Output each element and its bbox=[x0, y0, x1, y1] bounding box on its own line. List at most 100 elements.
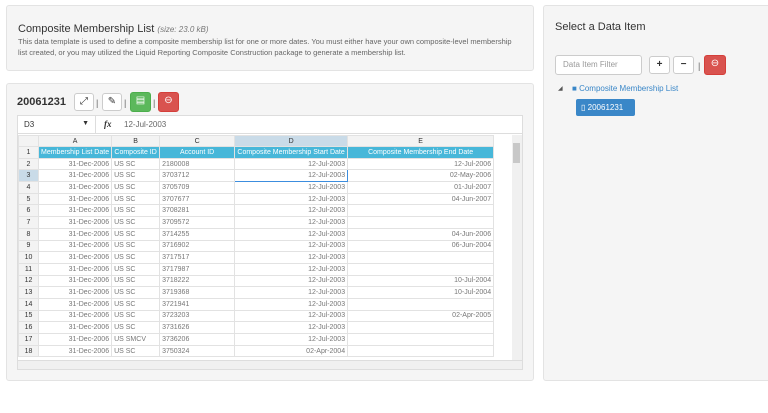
header-cell[interactable]: Composite Membership End Date bbox=[347, 146, 495, 159]
cell[interactable]: US SC bbox=[111, 169, 161, 183]
row-number[interactable]: 7 bbox=[18, 216, 39, 229]
cell[interactable]: 12-Jul-2003 bbox=[234, 333, 349, 346]
row-number[interactable]: 8 bbox=[18, 227, 39, 241]
cell[interactable]: 3721941 bbox=[159, 297, 236, 311]
cell[interactable]: 12-Jul-2003 bbox=[234, 157, 349, 171]
row-number[interactable]: 10 bbox=[18, 251, 39, 264]
column-header[interactable]: A bbox=[37, 135, 113, 147]
cell[interactable]: US SC bbox=[111, 157, 161, 171]
tree-collapse-icon[interactable]: ◢ bbox=[558, 86, 563, 92]
edit-button[interactable]: ✎ bbox=[102, 93, 122, 111]
cell[interactable]: 12-Jul-2003 bbox=[234, 239, 349, 253]
delete-button[interactable]: ⊖ bbox=[158, 92, 179, 112]
row-number[interactable]: 15 bbox=[18, 309, 39, 323]
cell[interactable]: 10-Jul-2004 bbox=[347, 274, 495, 288]
row-number[interactable]: 9 bbox=[18, 239, 39, 253]
row-number[interactable]: 16 bbox=[18, 321, 39, 334]
cell[interactable]: 3750324 bbox=[159, 344, 236, 358]
cell[interactable] bbox=[347, 251, 495, 264]
cell[interactable]: US SC bbox=[111, 216, 161, 229]
row-number[interactable]: 14 bbox=[18, 297, 39, 311]
cell[interactable] bbox=[347, 344, 495, 358]
cell[interactable]: US SC bbox=[111, 344, 161, 358]
cell[interactable]: 31-Dec-2006 bbox=[37, 157, 113, 171]
cell[interactable]: 3717517 bbox=[159, 251, 236, 264]
row-number[interactable]: 3 bbox=[18, 169, 39, 183]
cell[interactable]: 01-Jul-2007 bbox=[347, 181, 495, 194]
cell[interactable]: US SC bbox=[111, 251, 161, 264]
collapse-all-button[interactable]: − bbox=[673, 56, 694, 74]
cell[interactable]: 06-Jun-2004 bbox=[347, 239, 495, 253]
cell[interactable]: 31-Dec-2006 bbox=[37, 216, 113, 229]
cell[interactable]: US SC bbox=[111, 204, 161, 218]
formula-input[interactable]: 12-Jul-2003 bbox=[124, 120, 167, 129]
column-header[interactable]: D bbox=[234, 135, 349, 147]
row-number[interactable]: 18 bbox=[18, 344, 39, 358]
cell[interactable]: 31-Dec-2006 bbox=[37, 297, 113, 311]
cell[interactable]: 12-Jul-2003 bbox=[234, 204, 349, 218]
cell[interactable]: US SC bbox=[111, 227, 161, 241]
cell[interactable]: 04-Jun-2007 bbox=[347, 192, 495, 206]
row-number[interactable]: 17 bbox=[18, 333, 39, 346]
cell[interactable]: 12-Jul-2003 bbox=[234, 262, 349, 276]
cell[interactable]: 31-Dec-2006 bbox=[37, 227, 113, 241]
row-number[interactable]: 4 bbox=[18, 181, 39, 194]
cell[interactable]: US SC bbox=[111, 181, 161, 194]
cell[interactable]: 31-Dec-2006 bbox=[37, 169, 113, 183]
delete-item-button[interactable]: ⊖ bbox=[704, 55, 726, 75]
cell[interactable]: US SC bbox=[111, 286, 161, 299]
cell[interactable] bbox=[347, 321, 495, 334]
header-cell[interactable]: Membership List Date bbox=[37, 146, 113, 159]
cell[interactable]: US SC bbox=[111, 239, 161, 253]
row-number[interactable]: 2 bbox=[18, 157, 39, 171]
export-excel-button[interactable]: ▤ bbox=[130, 92, 151, 112]
header-cell[interactable]: Composite Membership Start Date bbox=[234, 146, 349, 159]
expand-all-button[interactable]: + bbox=[649, 56, 670, 74]
row-number[interactable]: 13 bbox=[18, 286, 39, 299]
row-number[interactable]: 11 bbox=[18, 262, 39, 276]
cell[interactable]: 3714255 bbox=[159, 227, 236, 241]
cell[interactable] bbox=[347, 262, 495, 276]
column-header[interactable]: E bbox=[347, 135, 495, 147]
header-cell[interactable]: Composite ID bbox=[111, 146, 161, 159]
cell[interactable]: 12-Jul-2003 bbox=[234, 274, 349, 288]
chevron-down-icon[interactable]: ▼ bbox=[82, 120, 89, 127]
cell[interactable]: US SMCV bbox=[111, 333, 161, 346]
cell[interactable]: 2180008 bbox=[159, 157, 236, 171]
cell[interactable]: 3703712 bbox=[159, 169, 236, 183]
cell[interactable]: 31-Dec-2006 bbox=[37, 333, 113, 346]
cell[interactable]: 12-Jul-2003 bbox=[234, 216, 349, 229]
cell[interactable] bbox=[347, 216, 495, 229]
cell[interactable]: 31-Dec-2006 bbox=[37, 192, 113, 206]
cell[interactable] bbox=[347, 333, 495, 346]
cell[interactable] bbox=[347, 297, 495, 311]
column-header[interactable]: C bbox=[159, 135, 236, 147]
cell[interactable]: 3709572 bbox=[159, 216, 236, 229]
cell[interactable]: 3718222 bbox=[159, 274, 236, 288]
vertical-scrollbar[interactable] bbox=[512, 135, 522, 361]
cell[interactable]: 12-Jul-2006 bbox=[347, 157, 495, 171]
cell[interactable]: 12-Jul-2003 bbox=[234, 169, 349, 183]
row-number[interactable]: 5 bbox=[18, 192, 39, 206]
cell[interactable]: 31-Dec-2006 bbox=[37, 262, 113, 276]
cell[interactable]: 02-Apr-2004 bbox=[234, 344, 349, 358]
cell[interactable]: US SC bbox=[111, 297, 161, 311]
cell[interactable]: 3719368 bbox=[159, 286, 236, 299]
cell[interactable]: US SC bbox=[111, 309, 161, 323]
cell[interactable]: US SC bbox=[111, 274, 161, 288]
cell[interactable]: 3708281 bbox=[159, 204, 236, 218]
cell[interactable]: 12-Jul-2003 bbox=[234, 297, 349, 311]
cell[interactable]: 12-Jul-2003 bbox=[234, 181, 349, 194]
scroll-thumb[interactable] bbox=[513, 143, 520, 163]
cell[interactable] bbox=[347, 204, 495, 218]
row-number[interactable]: 1 bbox=[18, 146, 39, 159]
cell[interactable]: 02-Apr-2005 bbox=[347, 309, 495, 323]
cell[interactable]: 3723203 bbox=[159, 309, 236, 323]
cell[interactable]: 12-Jul-2003 bbox=[234, 227, 349, 241]
corner-cell[interactable] bbox=[18, 135, 39, 147]
expand-button[interactable]: ⤢ bbox=[74, 93, 94, 111]
horizontal-scrollbar[interactable] bbox=[18, 360, 522, 369]
cell[interactable]: 31-Dec-2006 bbox=[37, 321, 113, 334]
cell[interactable]: 10-Jul-2004 bbox=[347, 286, 495, 299]
row-number[interactable]: 6 bbox=[18, 204, 39, 218]
